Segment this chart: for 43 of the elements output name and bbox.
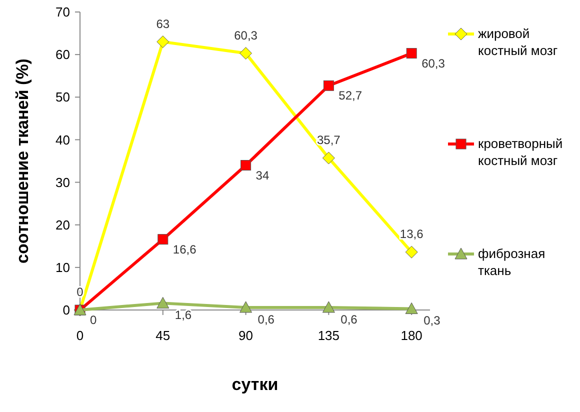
legend-label: жировой костный мозг <box>478 26 558 58</box>
data-label: 35,7 <box>317 133 341 148</box>
data-label: 0 <box>90 313 97 327</box>
point <box>240 301 252 313</box>
y-tick-label: 60 <box>56 47 70 62</box>
y-tick-label: 70 <box>56 4 70 20</box>
x-tick-label: 0 <box>76 328 84 343</box>
data-label: 0,6 <box>258 312 275 326</box>
y-axis-title: соотношение тканей (%) <box>13 58 32 264</box>
legend-label: кроветворный костный мозг <box>478 136 563 168</box>
data-label: 60,3 <box>234 28 258 42</box>
point <box>323 80 334 91</box>
point <box>322 152 335 164</box>
data-label: 1,6 <box>174 308 192 322</box>
data-label: 13,6 <box>400 227 424 242</box>
y-tick-label: 20 <box>56 217 70 232</box>
y-tick-label: 50 <box>56 90 70 105</box>
point <box>405 302 418 314</box>
point <box>240 47 252 60</box>
x-tick-label: 45 <box>156 328 170 343</box>
data-label: 34 <box>256 168 270 182</box>
legend-label: фиброзная ткань <box>478 246 546 278</box>
y-tick-label: 40 <box>56 132 70 148</box>
y-tick-label: 30 <box>56 174 70 190</box>
data-label: 63 <box>156 16 170 31</box>
x-axis-title: сутки <box>232 375 278 394</box>
point <box>405 246 418 258</box>
x-tick-label: 90 <box>238 328 254 343</box>
data-label: 0,6 <box>340 312 358 326</box>
x-tick-label: 135 <box>318 328 340 343</box>
point <box>240 160 252 171</box>
y-tick-label: 0 <box>62 302 70 318</box>
x-tick-label: 180 <box>400 328 422 343</box>
point <box>406 48 417 59</box>
point <box>156 36 170 48</box>
point <box>158 234 168 245</box>
data-label: 60,3 <box>422 56 446 70</box>
data-label: 16,6 <box>172 242 197 256</box>
data-label: 52,7 <box>338 88 362 103</box>
point <box>156 296 170 308</box>
point <box>322 301 335 313</box>
y-tick-label: 10 <box>56 260 70 275</box>
data-label: 0,3 <box>424 314 441 328</box>
